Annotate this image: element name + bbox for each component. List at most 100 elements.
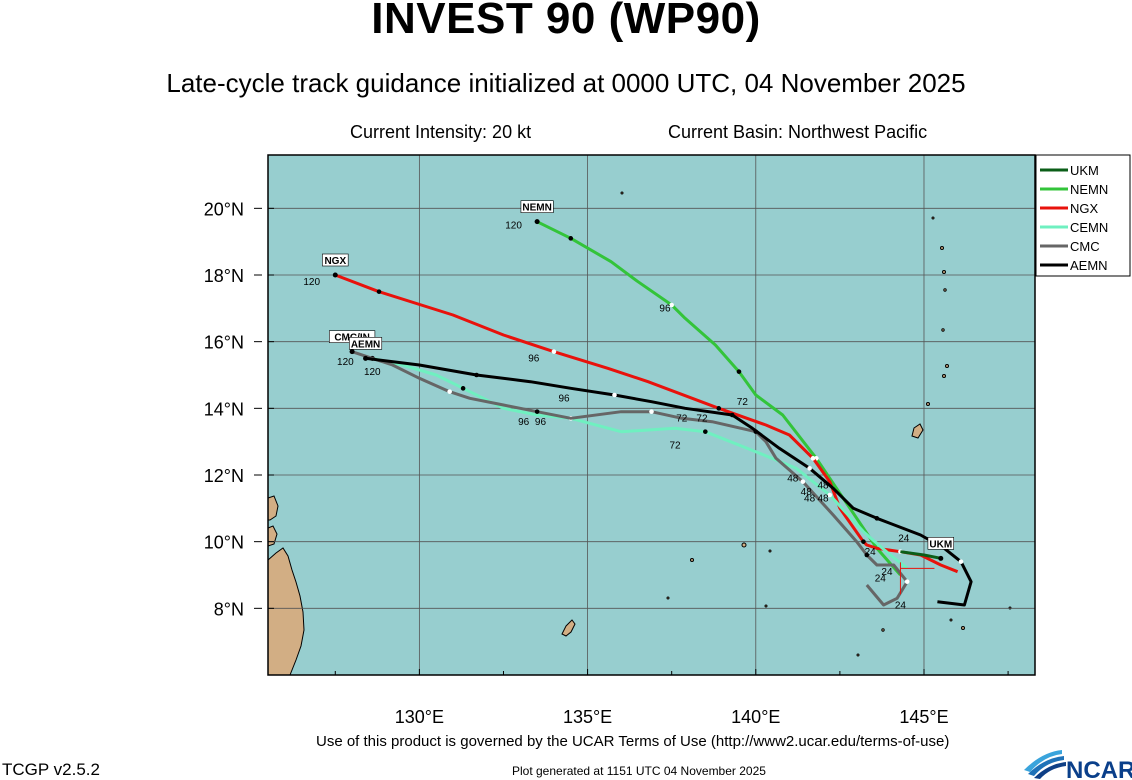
y-tick-label: 18°N <box>204 266 244 286</box>
land-layer <box>268 191 1012 675</box>
x-tick-label: 140°E <box>731 707 780 727</box>
track-end-point <box>534 219 540 225</box>
land-palau <box>561 619 576 637</box>
track-tag-box <box>927 537 955 550</box>
forecast-hour-label: 96 <box>558 394 570 405</box>
legend-entry: CMC <box>1070 239 1100 254</box>
forecast-hour-label: 96 <box>535 417 547 428</box>
forecast-hour-label: 72 <box>737 397 749 408</box>
track-point <box>703 429 708 434</box>
x-tick-label: 135°E <box>563 707 612 727</box>
forecast-hour-label: 120 <box>337 357 354 368</box>
track-tag: NGX <box>324 256 346 267</box>
track-point <box>669 302 674 308</box>
track-point <box>827 492 833 498</box>
land-guam <box>911 423 924 439</box>
forecast-hour-label: 24 <box>875 574 887 585</box>
track-point <box>874 516 880 521</box>
forecast-hour-label: 48 <box>818 494 830 505</box>
forecast-hour-label: 96 <box>518 417 530 428</box>
track-point <box>612 392 617 398</box>
forecast-hour-label: 120 <box>505 220 522 231</box>
track-point <box>736 369 742 374</box>
legend-entry: UKM <box>1070 163 1099 178</box>
track-ukm <box>900 550 942 560</box>
map-frame <box>267 154 1036 676</box>
track-point <box>810 456 816 461</box>
track-point <box>649 409 654 414</box>
track-point <box>716 406 722 411</box>
track-point <box>958 559 964 564</box>
track-point <box>568 236 574 241</box>
ocean-background <box>268 155 1035 675</box>
track-lines <box>332 219 973 607</box>
forecast-hour-label: 120 <box>364 367 381 378</box>
legend: UKM NEMN NGX CEMN CMC AEMN <box>1035 154 1131 277</box>
generated-time: Plot generated at 1151 UTC 04 November 2… <box>512 764 766 778</box>
track-point <box>729 412 735 418</box>
track-ngx <box>334 273 959 574</box>
forecast-hour-label: 48 <box>801 487 813 498</box>
track-aemn <box>365 356 973 607</box>
land-leyte <box>268 525 278 547</box>
x-tick-label: 145°E <box>899 707 948 727</box>
axes: 130°E 135°E 140°E 145°E 8°N 10°N 12°N 14°N 16°N 1… <box>204 199 1009 727</box>
track-tag: AEMN <box>351 339 380 350</box>
track-tag-box <box>322 253 349 267</box>
y-tick-label: 14°N <box>204 399 244 419</box>
track-point <box>376 289 382 294</box>
forecast-hour-label: 72 <box>696 414 708 425</box>
current-basin: Current Basin: Northwest Pacific <box>668 122 928 142</box>
track-point <box>861 539 866 544</box>
x-tick-label: 130°E <box>395 707 444 727</box>
ncar-logo: NCAR <box>1024 750 1132 780</box>
legend-box <box>1035 154 1131 277</box>
track-point <box>800 479 806 484</box>
land-samar <box>268 495 279 521</box>
forecast-hour-label: 24 <box>895 600 907 611</box>
page-title: INVEST 90 (WP90) <box>371 0 761 43</box>
forecast-hour-label: 48 <box>818 480 830 491</box>
track-point <box>447 389 452 394</box>
track-tag: UKM <box>929 539 952 550</box>
track-point <box>807 466 812 471</box>
legend-entry: AEMN <box>1070 258 1108 273</box>
legend-entry: CEMN <box>1070 220 1108 235</box>
track-end-point <box>938 555 944 561</box>
y-tick-label: 12°N <box>204 466 244 486</box>
track-point <box>534 409 540 414</box>
page-subtitle: Late-cycle track guidance initialized at… <box>166 68 966 98</box>
legend-entry: NEMN <box>1070 182 1108 197</box>
y-tick-label: 16°N <box>204 333 244 353</box>
land-philippines <box>268 547 305 675</box>
svg-text:NCAR: NCAR <box>1066 757 1132 780</box>
forecast-hour-label: 120 <box>303 277 320 288</box>
y-tick-label: 10°N <box>204 533 244 553</box>
terms-of-use: Use of this product is governed by the U… <box>316 733 950 750</box>
current-intensity: Current Intensity: 20 kt <box>350 122 532 142</box>
y-tick-label: 20°N <box>204 199 244 219</box>
track-tag-box <box>520 200 554 213</box>
track-end-point <box>363 355 369 361</box>
track-cemn <box>371 356 909 570</box>
forecast-hour-label: 96 <box>659 304 671 315</box>
y-tick-label: 8°N <box>214 599 244 619</box>
track-tag-box <box>349 337 383 350</box>
track-point <box>551 349 557 354</box>
forecast-hour-label: 24 <box>881 567 893 578</box>
track-labels: 7296120NEMN96120NGX72729696120CMC/IN9672… <box>303 200 955 611</box>
version-label: TCGP v2.5.2 <box>2 760 100 779</box>
forecast-hour-label: 48 <box>804 494 816 505</box>
track-end-point <box>349 349 355 355</box>
grid-lines <box>268 155 1035 675</box>
forecast-hour-label: 72 <box>669 440 681 451</box>
small-islands <box>620 191 1012 657</box>
forecast-hour-label: 72 <box>676 414 688 425</box>
forecast-hour-label: 24 <box>898 534 910 545</box>
track-tag: NEMN <box>522 203 551 214</box>
track-point <box>474 372 479 378</box>
track-point <box>864 552 870 558</box>
track-point <box>904 579 910 584</box>
track-point <box>460 386 466 391</box>
